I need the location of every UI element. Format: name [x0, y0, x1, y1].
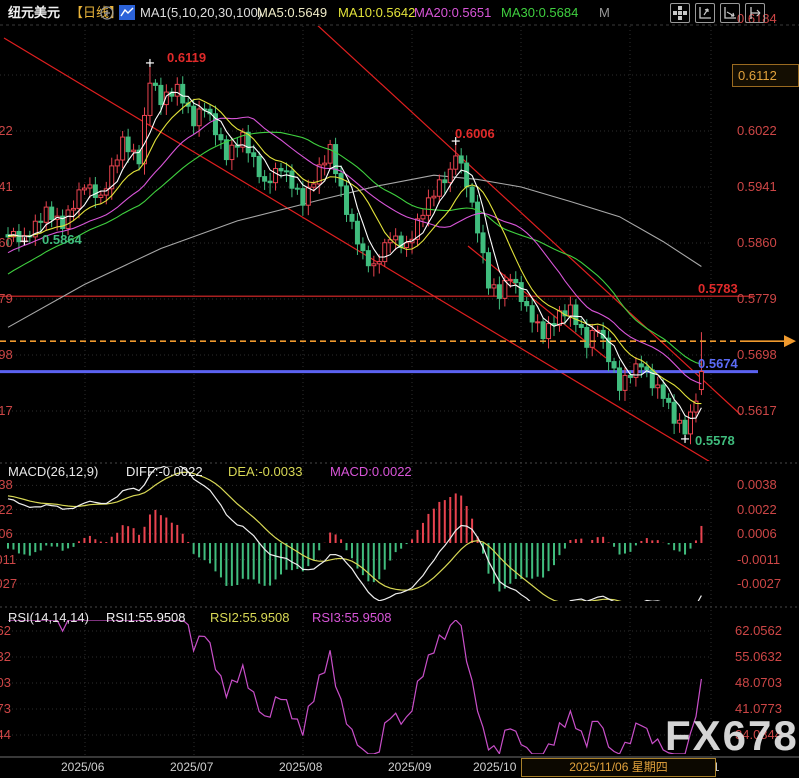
- date-axis-label: 2025/06: [61, 760, 105, 774]
- price-axis-label: 0.5779: [737, 290, 777, 306]
- date-axis-label: 2025/10: [473, 760, 517, 774]
- rsi-axis-label: 48.0703: [735, 674, 782, 690]
- rsi-axis-label: 55.0632: [735, 648, 782, 664]
- price-annotation: 0.5783: [698, 281, 738, 296]
- macd-value: MACD:0.0022: [330, 464, 412, 479]
- date-axis-label: 2025/07: [170, 760, 214, 774]
- rsi-axis-label: 34.0844: [735, 726, 782, 742]
- macd-axis-label: 0.0006: [737, 525, 777, 541]
- macd-axis-label: -0.0011: [737, 551, 781, 567]
- rsi-axis-label-left: 41.0773: [0, 700, 11, 716]
- axis-zoom-y-icon[interactable]: [695, 3, 715, 23]
- chart-type-icon[interactable]: [119, 5, 135, 20]
- crosshair-date-box: 2025/11/06 星期四: [521, 758, 716, 777]
- macd-axis-label-left: -0.0011: [0, 551, 17, 567]
- rsi-axis-label-left: 62.0562: [0, 623, 11, 638]
- macd-axis-label-left: -0.0027: [0, 575, 18, 591]
- ma-group-label: MA1(5,10,20,30,100): [140, 5, 263, 20]
- fx678-watermark: FX678: [665, 712, 799, 759]
- price-axis-label: 0.5941: [737, 178, 777, 194]
- macd-dea-value: DEA:-0.0033: [228, 464, 303, 479]
- price-annotation: 0.5578: [695, 433, 735, 448]
- pan-icon[interactable]: [670, 3, 690, 23]
- price-annotation: 0.5864: [42, 232, 82, 247]
- jump-latest-icon[interactable]: [745, 3, 765, 23]
- rsi-axis-label-left: 55.0632: [0, 648, 11, 664]
- macd-axis-label-left: 0.0038: [0, 477, 13, 493]
- period-tag[interactable]: 【日线】: [70, 5, 123, 20]
- rsi-params-label[interactable]: RSI(14,14,14): [8, 610, 89, 625]
- price-axis-label-left: 0.5779: [0, 290, 13, 306]
- price-axis-label-left: 0.6022: [0, 122, 13, 138]
- price-annotation: 0.5674: [698, 356, 738, 371]
- rsi3-value: RSI3:55.9508: [312, 610, 392, 625]
- rsi-axis-label-left: 34.0844: [0, 726, 11, 742]
- add-indicator-icon[interactable]: [99, 5, 115, 21]
- macd-axis-label-left: 0.0006: [0, 525, 13, 541]
- macd-axis-label: 0.0038: [737, 477, 777, 493]
- price-axis-label: 0.5860: [737, 234, 777, 250]
- rsi-axis-label: 62.0562: [735, 623, 782, 638]
- price-axis-label-left: 0.5698: [0, 346, 13, 362]
- price-annotation: 0.6006: [455, 126, 495, 141]
- rsi1-value: RSI1:55.9508: [106, 610, 186, 625]
- macd-params-label[interactable]: MACD(26,12,9): [8, 464, 99, 479]
- symbol-title: 纽元美元: [8, 5, 61, 20]
- macd-axis-label: 0.0022: [737, 501, 777, 517]
- price-axis-label-left: 0.5941: [0, 178, 13, 194]
- date-axis-label: 2025/08: [279, 760, 323, 774]
- ma5-value: MA5:0.5649: [257, 5, 328, 20]
- axis-zoom-x-icon[interactable]: [720, 3, 740, 23]
- rsi-axis-label-left: 48.0703: [0, 674, 11, 690]
- rsi2-value: RSI2:55.9508: [210, 610, 290, 625]
- price-axis-label: 0.6022: [737, 122, 777, 138]
- price-annotation: 0.6119: [167, 50, 207, 65]
- price-axis-label: 0.5617: [737, 402, 777, 418]
- ma10-value: MA10:0.5642: [338, 5, 416, 20]
- rsi-axis-label: 41.0773: [735, 700, 782, 716]
- price-alert-tag[interactable]: 0.6112: [732, 63, 799, 87]
- price-axis-label: 0.5698: [737, 346, 777, 362]
- price-axis-label-left: 0.5860: [0, 234, 13, 250]
- price-axis-label-left: 0.5617: [0, 402, 13, 418]
- ma20-value: MA20:0.5651: [414, 5, 492, 20]
- macd-axis-label-left: 0.0022: [0, 501, 13, 517]
- ma30-value: MA30:0.5684: [501, 5, 579, 20]
- date-axis-label: 2025/09: [388, 760, 432, 774]
- mode-label: M: [599, 5, 610, 20]
- macd-axis-label: -0.0027: [737, 575, 782, 591]
- macd-diff-value: DIFF:-0.0022: [126, 464, 203, 479]
